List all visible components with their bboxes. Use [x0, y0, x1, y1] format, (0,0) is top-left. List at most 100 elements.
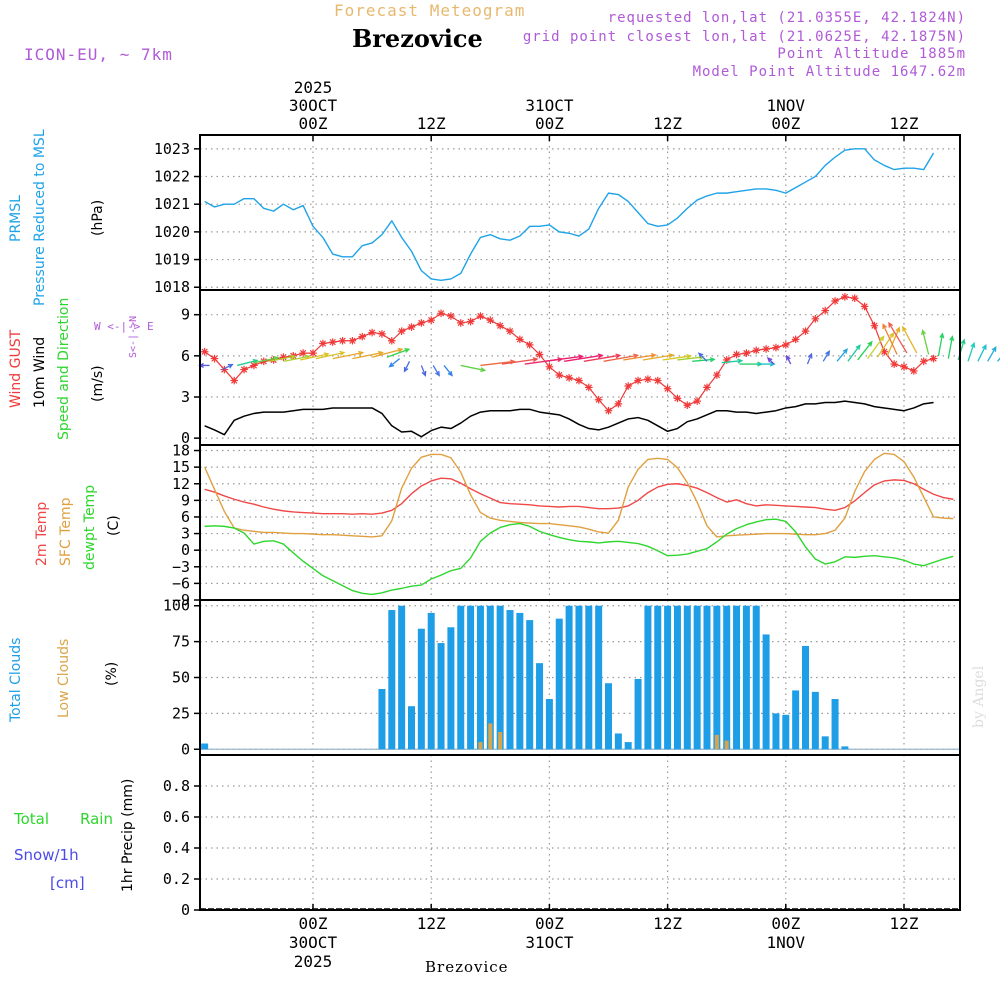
total-cloud-bar: [703, 605, 711, 750]
y-tick-label: 0.2: [163, 870, 190, 888]
low-cloud-bar: [478, 742, 483, 750]
y-tick-label: 1022: [154, 168, 190, 186]
gust-marker: [850, 294, 859, 303]
gust-marker: [811, 315, 820, 323]
y-tick-label: 9: [181, 491, 190, 509]
y-tick-label: 0.8: [163, 777, 190, 795]
text-layer: 1018101910201021102210230369−9−6−3036912…: [154, 78, 919, 971]
total-cloud-bar: [802, 645, 809, 750]
total-cloud-bar: [378, 688, 386, 750]
sfc-temp-line: [204, 452, 954, 538]
y-tick-label: 3: [181, 525, 190, 543]
wind-arrow: [697, 352, 708, 362]
total-cloud-bar: [792, 690, 800, 750]
gust-marker: [762, 345, 770, 353]
wind-arrow: [544, 354, 584, 362]
wind-arrow: [332, 350, 365, 360]
gust-marker: [309, 349, 317, 357]
wind-arrow: [371, 347, 404, 358]
gust-marker: [565, 373, 573, 382]
y-tick-label: 3: [181, 388, 190, 406]
top-time-label: 30OCT: [289, 96, 338, 115]
top-time-label: 12Z: [890, 114, 919, 133]
wind-arrow: [766, 357, 775, 365]
wind-arrow: [502, 357, 539, 365]
label-cm: [cm]: [50, 874, 85, 892]
gust-marker: [929, 354, 938, 363]
gust-marker: [910, 367, 918, 375]
total-cloud-bar: [408, 706, 415, 750]
y-tick-label: 75: [172, 633, 190, 651]
top-time-label: 1NOV: [767, 96, 806, 115]
gust-marker: [673, 394, 682, 403]
gust-marker: [919, 357, 928, 366]
wind-arrow: [662, 353, 693, 361]
y-tick-label: 0.6: [163, 808, 190, 826]
y-tick-label: 0: [181, 541, 190, 559]
gust-marker: [456, 319, 465, 327]
frame-layer: [194, 134, 961, 911]
total-cloud-bar: [782, 714, 790, 750]
gust-marker: [703, 383, 711, 392]
gust-marker: [772, 343, 780, 352]
wind-arrow: [315, 350, 346, 360]
gust-marker: [870, 321, 879, 330]
gust-marker: [791, 335, 800, 344]
gust-marker: [663, 384, 672, 393]
gust-marker: [535, 350, 544, 359]
gust-marker: [220, 365, 229, 374]
requested-coords: requested lon,lat (21.0355E, 42.1824N): [607, 10, 966, 26]
pressure-line: [204, 148, 935, 282]
gust-marker: [200, 347, 209, 356]
total-cloud-bar: [201, 743, 209, 750]
wind-arrow: [967, 341, 976, 362]
y-tick-label: 18: [172, 442, 190, 460]
wind-arrow: [403, 361, 411, 373]
total-cloud-bar: [713, 605, 721, 750]
gust-marker: [732, 350, 741, 359]
gust-marker: [407, 323, 416, 331]
top-time-label: 12Z: [653, 114, 682, 133]
y-tick-label: 0: [181, 740, 190, 758]
total-cloud-bar: [506, 610, 514, 750]
gust-marker: [319, 339, 327, 348]
wind-arrow: [977, 343, 987, 362]
wind-arrow: [857, 340, 873, 361]
point-altitude: Point Altitude 1885m: [777, 46, 966, 62]
model-label: ICON-EU, ~ 7km: [24, 45, 173, 64]
total-cloud-bar: [476, 605, 484, 750]
gust-marker: [634, 376, 642, 385]
total-cloud-bar: [762, 634, 770, 750]
gust-marker: [506, 327, 514, 335]
wind-arrow: [583, 353, 622, 362]
bottom-time-label: 00Z: [535, 914, 564, 933]
total-cloud-bar: [614, 733, 622, 750]
gust-marker: [693, 397, 701, 405]
total-cloud-bar: [545, 699, 553, 750]
y-tick-label: 12: [172, 475, 190, 493]
total-cloud-bar: [673, 605, 681, 750]
y-tick-label: 6: [181, 347, 190, 365]
panel-frame-wind: [199, 289, 961, 446]
station-title: Brezovice: [352, 24, 483, 53]
wind-arrow: [836, 348, 848, 362]
y-tick-label: −9: [172, 591, 190, 609]
gust-marker: [368, 328, 376, 337]
wind-arrow: [756, 361, 776, 367]
total-cloud-bar: [811, 691, 819, 750]
gust-marker: [466, 317, 475, 326]
gust-marker: [437, 309, 445, 318]
gust-marker: [801, 327, 810, 335]
total-cloud-bar: [575, 605, 583, 750]
top-time-label: 00Z: [299, 114, 328, 133]
wind-arrow: [386, 348, 411, 358]
gust-marker: [230, 376, 238, 385]
total-cloud-bar: [496, 605, 504, 750]
total-cloud-bar: [526, 620, 534, 750]
wind-arrow: [876, 331, 895, 358]
bottom-time-label: 00Z: [299, 914, 328, 933]
total-cloud-bar: [457, 605, 465, 750]
gust-marker: [358, 332, 367, 341]
wind-arrow: [937, 332, 945, 356]
wind-arrow: [888, 321, 908, 354]
